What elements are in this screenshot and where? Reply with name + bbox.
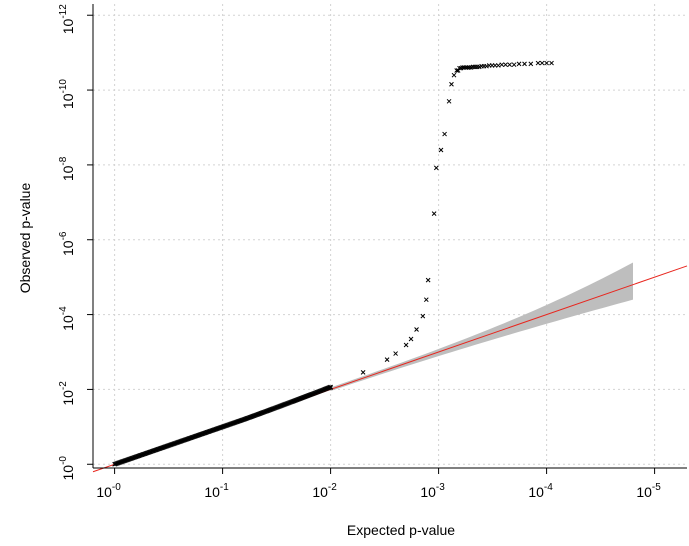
x-tick-label: 10-0	[96, 482, 121, 500]
y-tick-label: 10-0	[58, 456, 76, 481]
y-tick-labels: 10-0 10-2 10-4 10-6 10-8 10-10 10-12	[58, 4, 76, 481]
data-point	[511, 62, 517, 68]
data-point	[516, 61, 522, 67]
data-point	[499, 62, 505, 68]
data-point	[414, 327, 419, 332]
y-tick-label: 10-2	[58, 381, 76, 406]
data-points	[112, 60, 554, 467]
x-tick-label: 10-5	[636, 482, 661, 500]
data-point	[465, 65, 470, 70]
y-tick-label: 10-4	[58, 306, 76, 331]
y-tick-label: 10-8	[58, 156, 76, 181]
data-point	[451, 72, 457, 78]
y-tick-label: 10-12	[58, 4, 76, 34]
data-point	[446, 98, 452, 104]
data-point	[420, 313, 426, 319]
data-point	[431, 211, 437, 216]
x-tick-label: 10-1	[204, 482, 229, 500]
x-tick-label: 10-3	[420, 482, 445, 500]
y-axis-title: Observed p-value	[17, 183, 33, 294]
axes	[87, 4, 687, 474]
x-axis-title: Expected p-value	[347, 522, 455, 538]
y-tick-label: 10-10	[58, 79, 76, 109]
data-point	[507, 62, 512, 68]
data-point	[484, 63, 489, 69]
x-tick-label: 10-4	[528, 482, 553, 500]
data-point	[495, 63, 501, 68]
data-point	[544, 60, 549, 66]
confidence-band-area	[330, 262, 633, 392]
data-point	[528, 61, 534, 67]
gridlines	[93, 4, 687, 468]
x-tick-label: 10-2	[312, 482, 337, 500]
data-point	[466, 65, 472, 70]
confidence-band	[330, 262, 633, 392]
data-point	[463, 65, 469, 70]
x-tick-labels: 10-0 10-1 10-2 10-3 10-4 10-5	[96, 482, 661, 500]
data-point	[403, 342, 409, 348]
data-point	[384, 357, 390, 362]
data-point	[449, 81, 454, 87]
data-point	[425, 277, 431, 283]
data-point	[393, 351, 398, 356]
data-point	[360, 370, 366, 375]
data-point	[503, 62, 508, 68]
data-point	[328, 385, 333, 391]
data-point	[433, 165, 439, 171]
data-point	[539, 60, 545, 66]
y-tick-label: 10-6	[58, 231, 76, 256]
data-point	[442, 131, 447, 137]
data-point	[549, 60, 554, 66]
data-point	[522, 61, 527, 67]
data-point	[423, 297, 429, 303]
data-point	[408, 336, 414, 342]
data-point	[438, 147, 444, 153]
data-point	[535, 60, 541, 66]
